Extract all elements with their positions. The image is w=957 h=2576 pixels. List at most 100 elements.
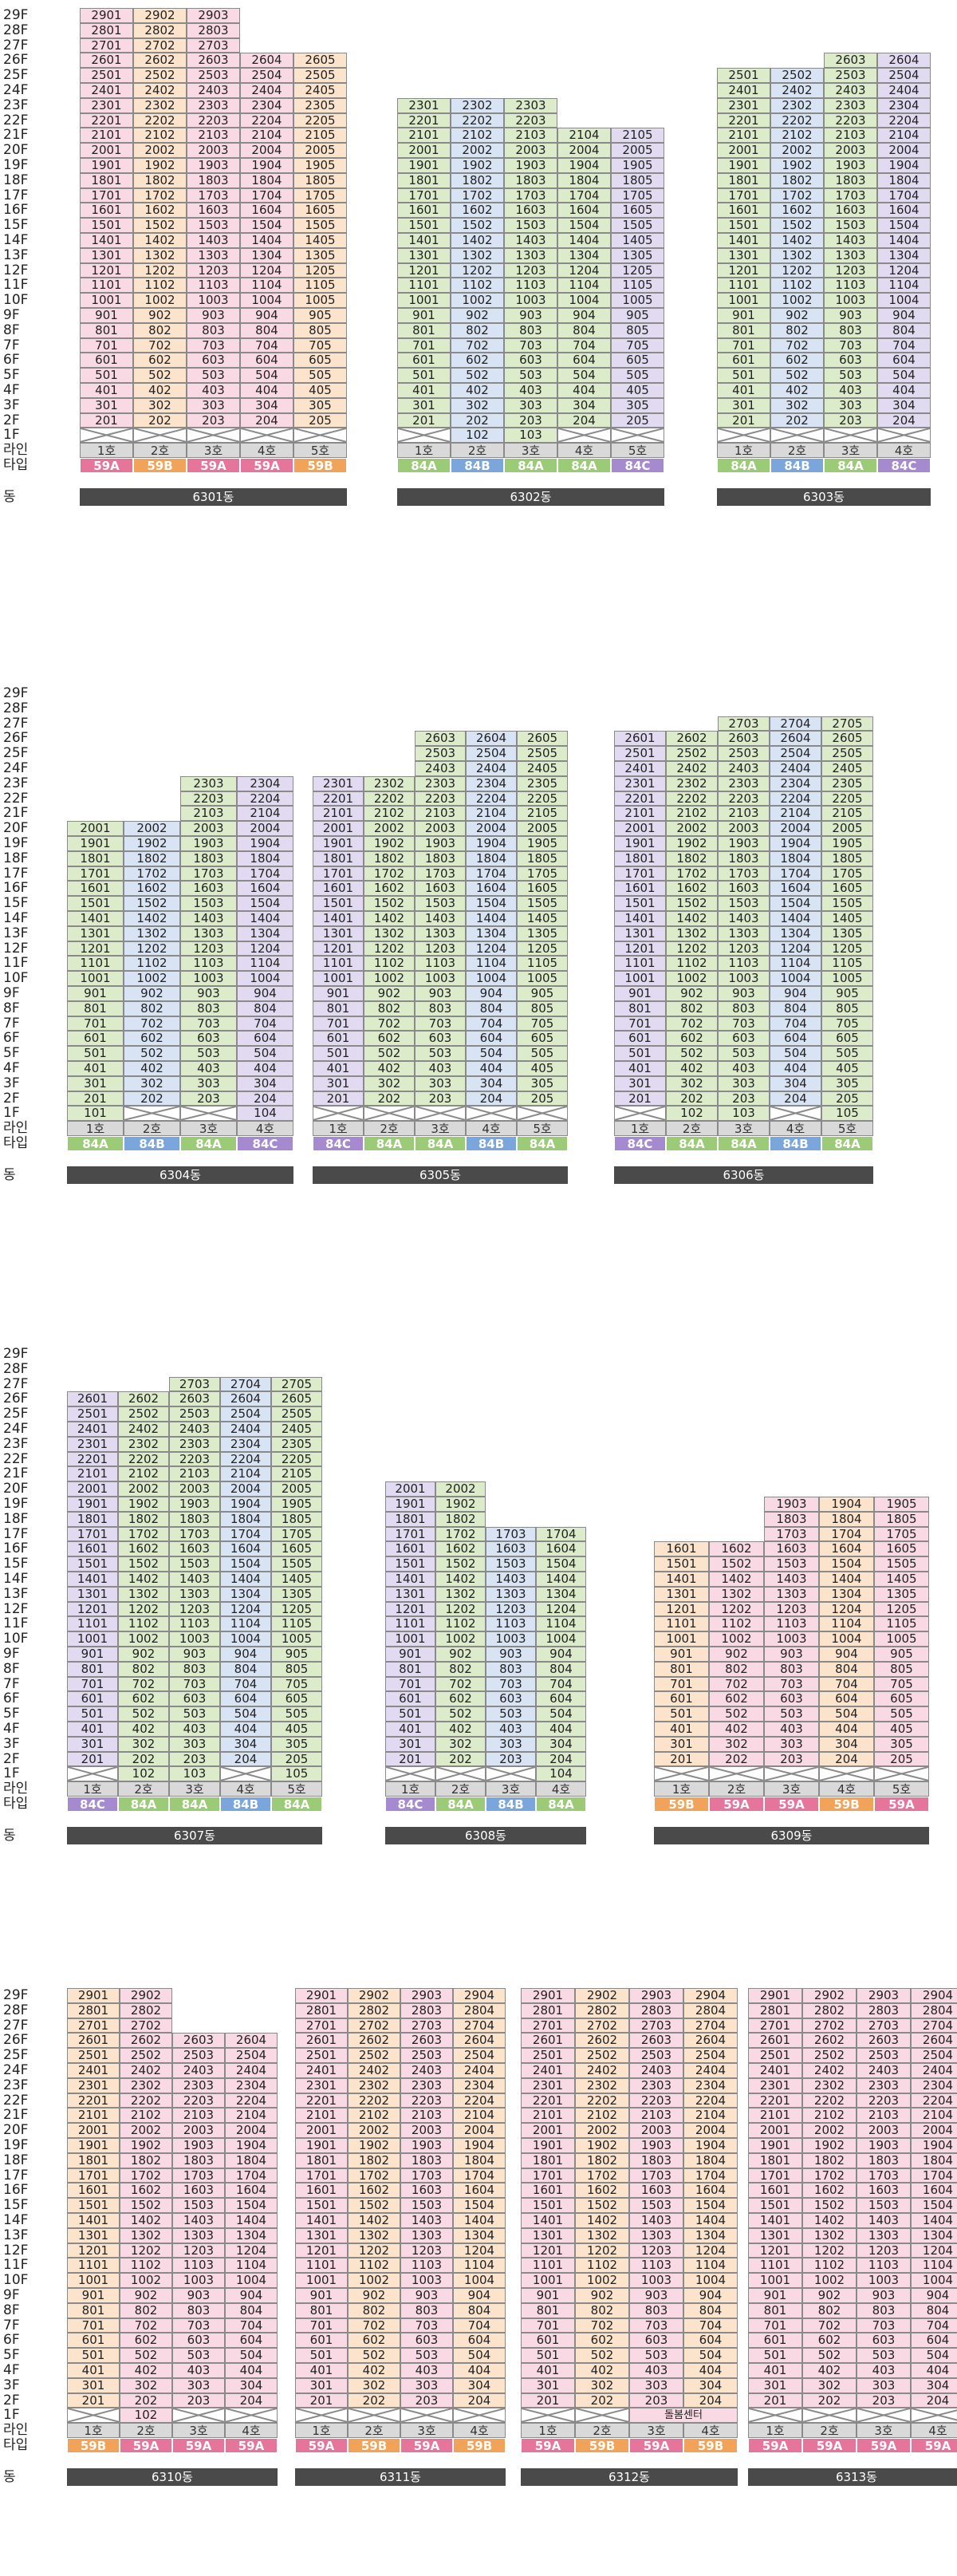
unit-cell[interactable]: 1703 <box>415 866 466 882</box>
unit-cell[interactable]: 601 <box>295 2333 348 2349</box>
unit-cell[interactable]: 1501 <box>385 1556 435 1572</box>
unit-cell[interactable]: 2501 <box>67 1406 118 1422</box>
unit-cell[interactable]: 2503 <box>169 1406 220 1422</box>
unit-cell[interactable]: 1202 <box>666 941 718 957</box>
unit-cell[interactable]: 101 <box>67 1106 124 1122</box>
unit-cell[interactable]: 2601 <box>67 2033 120 2049</box>
unit-cell[interactable]: 1402 <box>118 1572 169 1587</box>
unit-cell[interactable]: 1101 <box>295 2258 348 2274</box>
unit-cell[interactable]: 1401 <box>397 233 451 248</box>
unit-cell[interactable]: 1704 <box>819 1526 874 1542</box>
unit-cell[interactable]: 703 <box>824 337 877 353</box>
unit-cell[interactable]: 1503 <box>629 2198 683 2213</box>
unit-cell[interactable]: 1902 <box>364 836 415 851</box>
unit-cell[interactable]: 2004 <box>877 143 931 158</box>
unit-cell[interactable]: 1801 <box>67 1511 118 1527</box>
unit-cell[interactable]: 1203 <box>718 941 770 957</box>
unit-cell[interactable]: 2402 <box>118 1422 169 1437</box>
unit-cell[interactable]: 801 <box>67 2302 120 2318</box>
unit-cell[interactable]: 1803 <box>764 1511 819 1527</box>
unit-cell[interactable]: 301 <box>521 2377 575 2393</box>
unit-cell[interactable]: 603 <box>857 2333 911 2349</box>
unit-cell[interactable]: 602 <box>451 353 504 369</box>
unit-cell[interactable]: 2303 <box>187 97 240 113</box>
unit-cell[interactable]: 602 <box>364 1031 415 1047</box>
unit-cell[interactable]: 604 <box>466 1031 517 1047</box>
unit-cell[interactable]: 1605 <box>293 203 347 219</box>
unit-cell[interactable]: 2003 <box>187 143 240 158</box>
unit-cell[interactable]: 1003 <box>824 293 877 308</box>
unit-cell[interactable]: 204 <box>536 1751 586 1767</box>
unit-cell[interactable]: 1203 <box>187 262 240 278</box>
unit-cell[interactable]: 603 <box>187 353 240 369</box>
unit-cell[interactable]: 1001 <box>654 1631 709 1647</box>
unit-cell[interactable]: 104 <box>237 1106 293 1122</box>
unit-cell[interactable]: 705 <box>293 337 347 353</box>
unit-cell[interactable]: 304 <box>220 1736 271 1752</box>
unit-cell[interactable]: 401 <box>295 2363 348 2378</box>
unit-cell[interactable]: 2003 <box>718 821 770 836</box>
unit-cell[interactable]: 903 <box>187 308 240 323</box>
unit-cell[interactable]: 1104 <box>557 278 611 294</box>
unit-cell[interactable]: 2302 <box>348 2077 400 2093</box>
unit-cell[interactable]: 2102 <box>770 128 824 144</box>
unit-cell[interactable]: 2902 <box>348 1988 400 2003</box>
unit-cell[interactable]: 1502 <box>770 218 824 233</box>
unit-cell[interactable]: 904 <box>536 1647 586 1662</box>
unit-cell[interactable]: 2302 <box>364 775 415 791</box>
unit-cell[interactable]: 1702 <box>124 866 180 882</box>
unit-cell[interactable]: 2204 <box>237 791 293 807</box>
unit-cell[interactable]: 1205 <box>293 262 347 278</box>
unit-cell[interactable]: 1704 <box>536 1526 586 1542</box>
unit-cell[interactable]: 1402 <box>435 1572 486 1587</box>
unit-cell[interactable]: 1505 <box>821 896 873 911</box>
unit-cell[interactable]: 1105 <box>293 278 347 294</box>
unit-cell[interactable]: 1302 <box>770 247 824 263</box>
unit-cell[interactable]: 902 <box>666 986 718 1001</box>
unit-cell[interactable]: 1301 <box>654 1586 709 1602</box>
unit-cell[interactable]: 805 <box>293 322 347 338</box>
unit-cell[interactable]: 2901 <box>295 1988 348 2003</box>
unit-cell[interactable]: 904 <box>237 986 293 1001</box>
unit-cell[interactable]: 602 <box>435 1691 486 1707</box>
unit-cell[interactable]: 701 <box>521 2318 575 2333</box>
unit-cell[interactable]: 1103 <box>764 1616 819 1632</box>
unit-cell[interactable]: 1505 <box>271 1556 322 1572</box>
unit-cell[interactable]: 605 <box>611 353 664 369</box>
unit-cell[interactable]: 2902 <box>133 8 187 23</box>
unit-cell[interactable]: 2903 <box>187 8 240 23</box>
unit-cell[interactable]: 1604 <box>536 1541 586 1557</box>
unit-cell[interactable]: 204 <box>911 2393 957 2408</box>
unit-cell[interactable]: 505 <box>611 368 664 383</box>
unit-cell[interactable]: 504 <box>536 1706 586 1722</box>
unit-cell[interactable]: 1003 <box>629 2273 683 2288</box>
unit-cell[interactable]: 505 <box>874 1706 929 1722</box>
unit-cell[interactable]: 503 <box>857 2348 911 2363</box>
unit-cell[interactable]: 2204 <box>683 2093 738 2109</box>
unit-cell[interactable]: 1101 <box>67 2258 120 2274</box>
unit-cell[interactable]: 1101 <box>397 278 451 294</box>
unit-cell[interactable]: 2202 <box>118 1451 169 1467</box>
unit-cell[interactable]: 1604 <box>225 2183 278 2199</box>
unit-cell[interactable]: 603 <box>180 1031 237 1047</box>
unit-cell[interactable]: 1802 <box>435 1511 486 1527</box>
unit-cell[interactable]: 403 <box>486 1722 536 1737</box>
unit-cell[interactable]: 2302 <box>770 97 824 113</box>
unit-cell[interactable]: 903 <box>857 2288 911 2303</box>
unit-cell[interactable]: 202 <box>120 2393 172 2408</box>
unit-cell[interactable]: 1705 <box>821 866 873 882</box>
unit-cell[interactable]: 401 <box>654 1722 709 1737</box>
unit-cell[interactable]: 404 <box>911 2363 957 2378</box>
unit-cell[interactable]: 2903 <box>400 1988 453 2003</box>
unit-cell[interactable]: 205 <box>293 412 347 428</box>
unit-cell[interactable]: 203 <box>824 412 877 428</box>
unit-cell[interactable]: 601 <box>67 1691 118 1707</box>
unit-cell[interactable]: 1504 <box>453 2198 506 2213</box>
unit-cell[interactable]: 2301 <box>397 97 451 113</box>
unit-cell[interactable]: 1304 <box>819 1586 874 1602</box>
unit-cell[interactable]: 1201 <box>397 262 451 278</box>
unit-cell[interactable]: 2103 <box>172 2108 225 2124</box>
unit-cell[interactable]: 402 <box>802 2363 857 2378</box>
unit-cell[interactable]: 1404 <box>911 2213 957 2228</box>
unit-cell[interactable]: 1904 <box>237 836 293 851</box>
